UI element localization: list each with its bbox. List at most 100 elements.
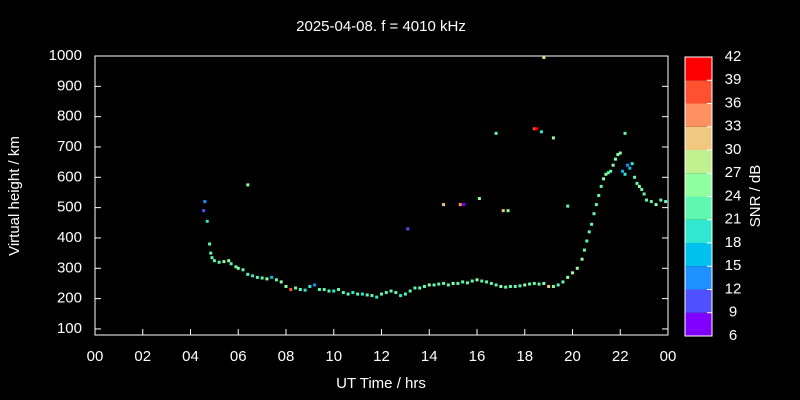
data-point <box>203 200 207 204</box>
data-point <box>537 282 541 286</box>
data-point <box>528 282 532 286</box>
data-point <box>602 177 606 181</box>
data-point <box>265 277 269 281</box>
y-tick-label: 200 <box>57 290 82 307</box>
data-point <box>380 292 383 296</box>
colorbar-tick-label: 6 <box>729 327 737 344</box>
colorbar-segment <box>685 126 712 150</box>
data-point <box>470 279 474 283</box>
data-point <box>458 203 462 207</box>
data-point <box>370 294 374 298</box>
x-tick-label: 16 <box>469 348 486 365</box>
data-point <box>227 259 231 263</box>
data-point <box>590 222 594 226</box>
data-point <box>241 268 245 272</box>
data-point <box>539 130 543 134</box>
colorbar-segment <box>685 196 712 220</box>
data-point <box>202 209 206 213</box>
data-point <box>209 251 213 255</box>
data-point <box>499 284 503 288</box>
data-point <box>613 157 617 161</box>
data-point <box>587 230 591 234</box>
data-point <box>523 283 527 287</box>
data-point <box>645 198 649 202</box>
data-point <box>664 200 668 204</box>
y-tick-label: 900 <box>57 77 82 94</box>
data-point <box>246 272 250 276</box>
data-point <box>623 131 627 135</box>
data-point <box>547 284 551 288</box>
colorbar-tick-label: 24 <box>725 187 742 204</box>
y-tick-label: 1000 <box>49 47 82 64</box>
data-point <box>532 127 536 131</box>
data-point <box>251 274 255 278</box>
data-point <box>649 200 653 204</box>
y-tick-label: 800 <box>57 108 82 125</box>
colorbar-segment <box>685 150 712 174</box>
data-point <box>217 260 221 264</box>
data-point <box>246 183 250 187</box>
data-point <box>625 163 629 167</box>
x-tick-label: 20 <box>564 348 581 365</box>
data-point <box>210 256 214 260</box>
x-tick-label: 00 <box>87 348 104 365</box>
data-point <box>356 292 360 296</box>
data-point <box>535 127 539 131</box>
colorbar-segment <box>685 80 712 104</box>
data-point <box>599 184 603 188</box>
data-point <box>222 260 226 264</box>
data-point <box>442 203 446 207</box>
data-point <box>571 271 574 275</box>
y-tick-label: 100 <box>57 320 82 337</box>
data-point <box>654 203 658 207</box>
data-point <box>260 276 264 280</box>
data-point <box>594 203 598 207</box>
data-point <box>289 288 293 292</box>
colorbar-tick-label: 30 <box>725 141 742 158</box>
x-tick-label: 08 <box>278 348 295 365</box>
colorbar-tick-label: 27 <box>725 164 742 181</box>
colorbar-segment <box>685 57 712 81</box>
data-point <box>408 289 412 293</box>
data-point <box>642 192 646 196</box>
y-axis-label: Virtual height / km <box>6 136 23 256</box>
x-tick-label: 04 <box>182 348 199 365</box>
data-point <box>501 209 505 213</box>
data-point <box>208 242 212 246</box>
data-point <box>270 275 274 279</box>
data-point <box>475 278 479 282</box>
data-point <box>399 294 403 298</box>
data-point <box>255 275 259 279</box>
data-point <box>616 153 620 157</box>
data-point <box>442 281 446 285</box>
data-point <box>337 288 341 292</box>
data-point <box>298 288 302 292</box>
data-point <box>365 293 369 297</box>
data-point <box>322 288 326 292</box>
data-point <box>640 187 644 191</box>
colorbar-tick-label: 12 <box>725 280 742 297</box>
data-point <box>234 265 238 269</box>
data-point <box>456 281 460 285</box>
data-point <box>585 239 589 243</box>
data-point <box>506 209 510 213</box>
data-point <box>597 194 601 197</box>
colorbar-tick-label: 15 <box>725 257 742 274</box>
colorbar-segment <box>685 173 712 197</box>
data-point <box>465 281 469 285</box>
x-tick-label: 02 <box>134 348 151 365</box>
colorbar-tick-label: 36 <box>725 94 742 111</box>
data-point <box>592 212 596 216</box>
data-point <box>313 283 317 287</box>
data-point <box>551 284 555 288</box>
data-point <box>413 286 417 290</box>
data-point <box>582 248 586 252</box>
data-point <box>556 283 560 287</box>
data-point <box>332 289 336 293</box>
data-point <box>480 279 484 283</box>
y-tick-label: 400 <box>57 229 82 246</box>
x-axis-label: UT Time / hrs <box>336 375 426 392</box>
data-point <box>494 283 498 287</box>
